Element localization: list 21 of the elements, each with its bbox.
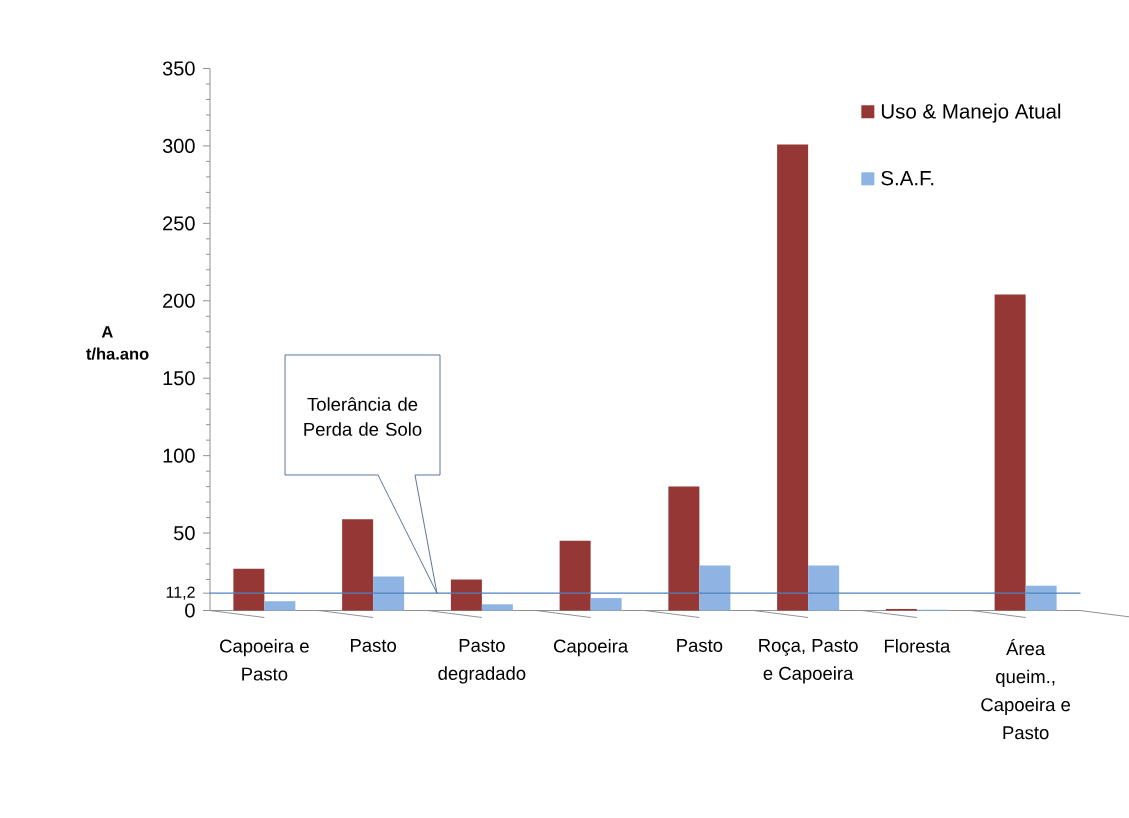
y-tick-label: 100	[163, 448, 195, 463]
y-axis-title: A t/ha.ano	[86, 326, 149, 360]
legend-label: S.A.F.	[881, 170, 934, 186]
x-tick-label: Pasto degradado	[438, 639, 526, 684]
x-tick-label: Capoeira	[554, 639, 629, 657]
x-tick-label: Pasto	[677, 639, 723, 652]
y-tick-label: 300	[162, 138, 195, 154]
x-tick-label: Floresta	[884, 639, 951, 653]
y-tick-label: 50	[174, 525, 195, 541]
y-tick-label: 0	[185, 603, 195, 618]
y-tick-label: 200	[163, 293, 195, 308]
y-tick-label: 250	[163, 216, 195, 231]
x-tick-label: Pasto	[350, 639, 397, 652]
x-tick-label: Roça, Pasto e Capoeira	[759, 639, 858, 684]
x-tick-label: Capoeira e Pasto	[220, 639, 309, 681]
y-tick-label: 150	[163, 371, 195, 386]
x-tick-label: Área queim., Capoeira e Pasto	[981, 639, 1071, 740]
y-tick-label: 350	[162, 61, 195, 76]
annotation: Tolerância de Perda de Solo	[304, 397, 422, 436]
y-tick-label: 11,2	[166, 586, 195, 600]
legend-label: Uso & Manejo Atual	[881, 103, 1061, 123]
